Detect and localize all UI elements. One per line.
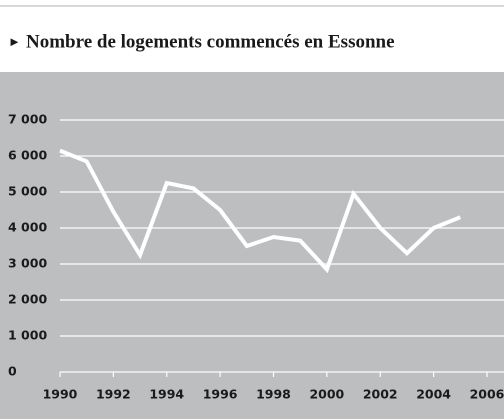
y-tick-label: 4 000 (8, 220, 47, 235)
chart-title: Nombre de logements commencés en Essonne (26, 31, 395, 52)
x-tick-label: 1996 (203, 387, 238, 402)
x-tick-label: 2004 (416, 387, 451, 402)
y-tick-label: 3 000 (8, 256, 47, 271)
x-tick-label: 2000 (309, 387, 344, 402)
y-tick-label: 0 (8, 364, 17, 379)
y-tick-label: 6 000 (8, 148, 47, 163)
y-tick-label: 2 000 (8, 292, 47, 307)
y-tick-label: 5 000 (8, 184, 47, 199)
x-tick-label: 2006 (470, 387, 504, 402)
x-tick-label: 1994 (149, 387, 184, 402)
x-tick-label: 1992 (96, 387, 131, 402)
x-tick-label: 2002 (363, 387, 398, 402)
x-tick-label: 1998 (256, 387, 291, 402)
y-tick-label: 7 000 (8, 112, 47, 127)
x-tick-label: 1990 (43, 387, 78, 402)
title-arrow: ► (8, 34, 21, 49)
y-tick-label: 1 000 (8, 328, 47, 343)
data-line (59, 148, 462, 274)
